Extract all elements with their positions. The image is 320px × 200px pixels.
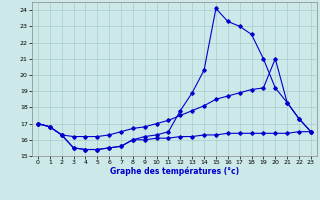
X-axis label: Graphe des températures (°c): Graphe des températures (°c) (110, 167, 239, 176)
